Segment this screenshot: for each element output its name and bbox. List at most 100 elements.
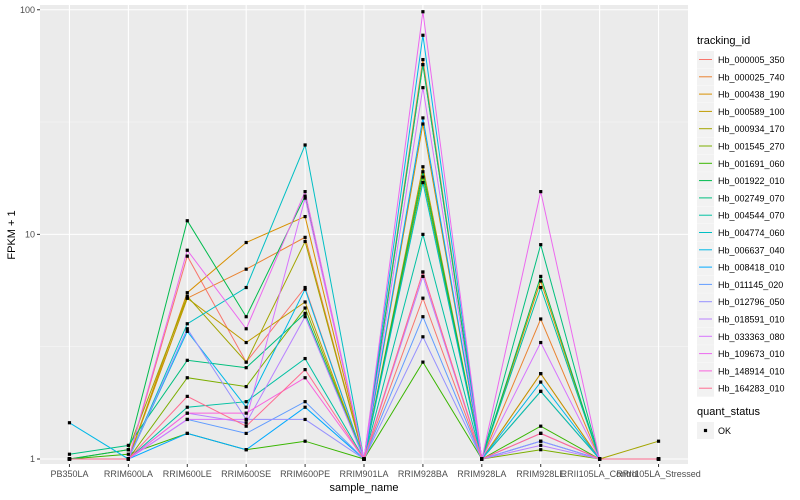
data-point [421,232,425,236]
x-tick-label: RRIM901LA [339,469,388,479]
data-point [539,317,543,321]
data-point [185,327,189,331]
data-point [185,248,189,252]
data-point [185,329,189,333]
legend-label: Hb_148914_010 [718,366,785,376]
data-point [303,376,307,380]
data-point [126,457,130,461]
data-point [244,285,248,290]
legend-label: Hb_004544_070 [718,211,785,221]
data-point [303,417,307,422]
data-point [539,448,543,452]
data-point [303,196,307,200]
data-point [303,287,307,291]
x-tick-label: RRIM600LE [163,469,212,479]
data-point [539,190,543,194]
data-point [598,457,602,461]
data-point [421,296,425,300]
legend-label: Hb_008418_010 [718,263,785,273]
data-point [303,300,307,304]
shape-legend-label: OK [718,426,731,436]
legend-label: Hb_033363_080 [718,332,785,342]
data-point [185,358,189,362]
data-point [303,356,307,361]
data-point [303,190,307,194]
shape-legend-symbol [703,428,708,433]
data-point [185,431,189,436]
data-point [303,439,307,443]
data-point [244,366,248,370]
data-point [303,214,307,219]
x-tick-label: RRIM928LA [457,469,506,479]
data-point [303,405,307,409]
data-point [303,306,307,310]
data-point [244,400,248,404]
x-axis: PB350LA RRIM600LA RRIM600LE RRIM600SE RRIM60… [50,464,701,479]
data-point [303,368,307,372]
data-point [362,457,366,461]
x-tick-label: PB350LA [50,469,88,479]
data-point [244,417,248,422]
data-point [303,285,307,290]
data-point [67,452,72,456]
x-tick-label: RRIM928BA [398,469,448,479]
data-point [244,448,248,452]
data-point [656,439,661,443]
data-point [185,322,189,326]
data-point [421,335,425,339]
data-point [185,394,189,398]
data-point [244,421,248,425]
data-point [539,380,543,384]
data-point [303,239,307,244]
y-tick-label: 100 [20,5,35,15]
data-point [539,439,543,443]
x-tick-label: RRII105LA_Control [561,469,639,479]
data-point [244,267,248,271]
data-point [185,291,189,295]
data-point [421,270,425,274]
shape-legend: quant_status OK [697,406,760,439]
data-point [421,116,425,120]
data-point [303,143,307,147]
x-tick-label: RRIM928LE [516,469,565,479]
x-tick-label: RRIM600SE [221,469,271,479]
data-point [421,360,425,364]
legend: tracking_id Hb_000005_350 Hb_000025_740 Hb… [697,35,785,397]
legend-label: Hb_001691_060 [718,159,785,169]
data-point [421,10,425,14]
data-point [185,411,189,415]
x-axis-title: sample_name [329,482,398,494]
data-point [67,457,72,461]
data-point [244,385,248,389]
data-point [303,315,307,319]
data-point [185,219,189,223]
y-axis-title: FPKM + 1 [6,210,18,259]
legend-label: Hb_001545_270 [718,142,785,152]
legend-label: Hb_164283_010 [718,384,785,394]
legend-label: Hb_004774_060 [718,228,785,238]
data-point [539,424,543,428]
data-point [421,165,425,169]
data-point [303,400,307,404]
y-tick-label: 10 [25,229,35,239]
data-point [480,457,484,461]
legend-label: Hb_011145_020 [718,280,783,290]
data-point [421,122,425,126]
data-point [185,296,189,300]
data-point [244,411,248,415]
data-point [126,443,130,447]
legend-label: Hb_000025_740 [718,72,785,82]
data-point [244,431,248,436]
data-point [539,285,543,290]
data-point [185,417,189,422]
data-point [244,315,248,319]
legend-label: Hb_000934_170 [718,124,785,134]
data-point [185,405,189,409]
legend-label: Hb_012796_050 [718,297,785,307]
data-point [244,240,248,245]
data-point [244,340,248,345]
data-point [244,360,248,364]
legend-label: Hb_000589_100 [718,107,785,117]
data-point [421,181,425,185]
x-tick-label: RRIM600LA [104,469,153,479]
